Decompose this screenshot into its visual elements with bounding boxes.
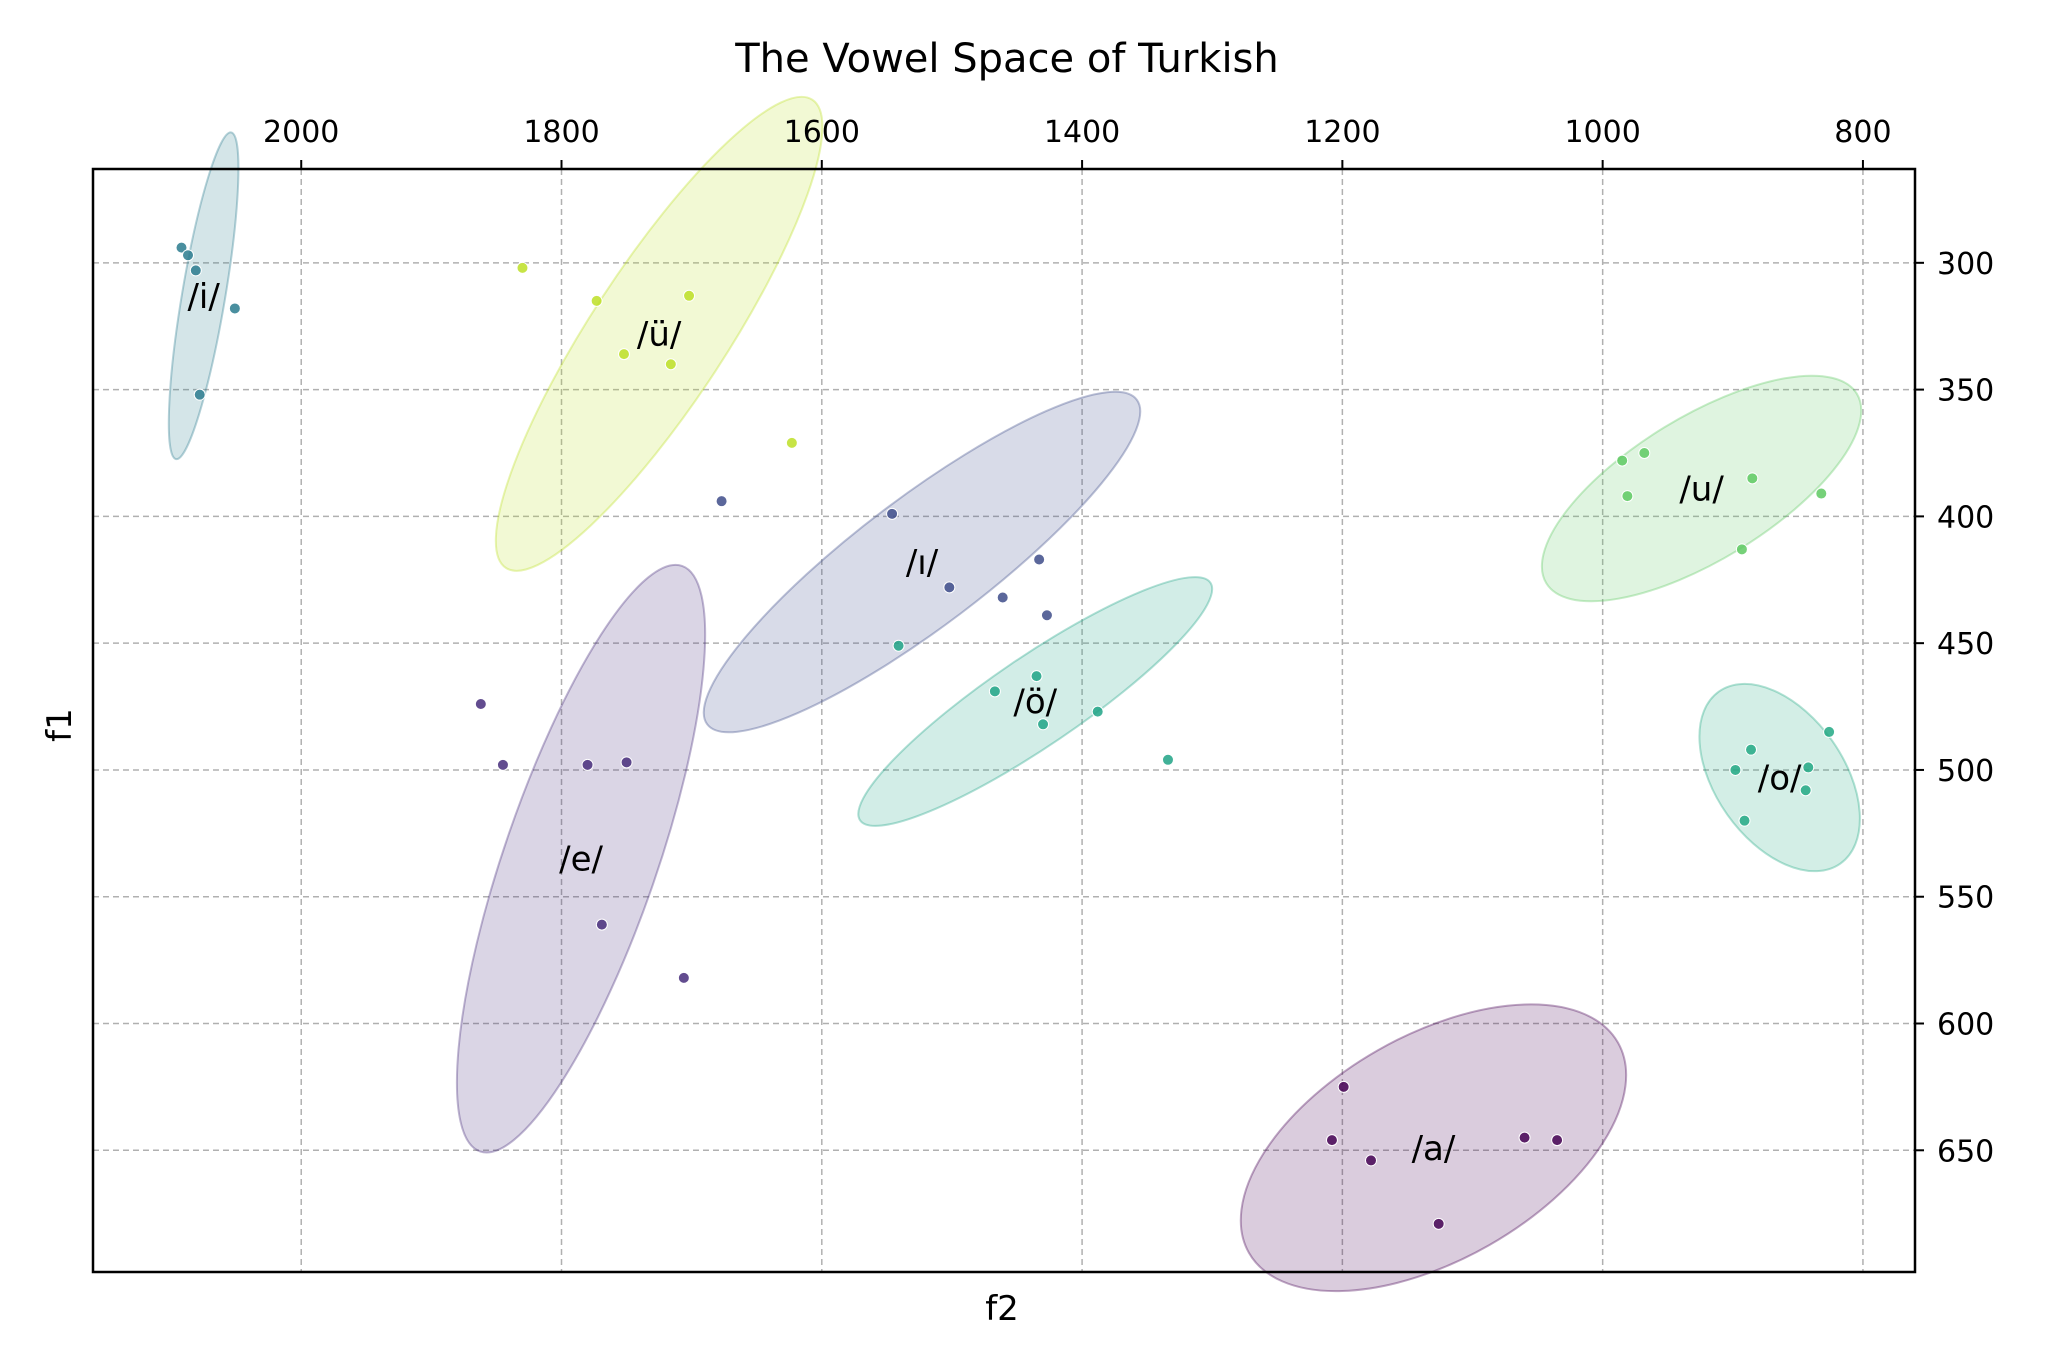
data-point <box>516 261 529 274</box>
vowel-label: /ü/ <box>637 315 682 355</box>
x-axis-label: f2 <box>985 1289 1019 1329</box>
vowel-ellipse-3 <box>857 576 1214 827</box>
x-tick-label: 1600 <box>784 115 860 150</box>
data-point <box>189 264 202 277</box>
data-point <box>988 685 1001 698</box>
vowel-ellipse-6 <box>1698 682 1861 873</box>
data-point <box>683 289 696 302</box>
data-point <box>193 388 206 401</box>
grid-lines <box>93 169 1915 1272</box>
x-tick-label: 1800 <box>523 115 599 150</box>
vowel-label: /i/ <box>187 277 220 317</box>
data-point <box>664 358 677 371</box>
y-axis-ticks: 300 350 400 450 500 550 600 650 <box>1915 247 1994 1169</box>
y-tick-label: 300 <box>1937 247 1994 282</box>
data-point <box>1040 609 1053 622</box>
vowel-ellipse-7 <box>1239 1003 1628 1293</box>
data-point <box>715 495 728 508</box>
vowel-ellipse-4 <box>455 563 707 1154</box>
vowel-label: /ö/ <box>1013 682 1057 722</box>
x-axis-ticks: 2000 1800 1600 1400 1200 1000 800 <box>263 115 1892 169</box>
data-point <box>1033 553 1046 566</box>
data-point <box>1091 705 1104 718</box>
vowel-label: /o/ <box>1758 759 1802 799</box>
y-tick-label: 400 <box>1937 500 1994 535</box>
data-point <box>1616 454 1629 467</box>
x-tick-label: 1400 <box>1044 115 1120 150</box>
data-point <box>1638 446 1651 459</box>
data-point <box>1337 1080 1350 1093</box>
chart-title: The Vowel Space of Turkish <box>734 36 1279 82</box>
y-tick-label: 350 <box>1937 374 1994 409</box>
data-point <box>996 591 1009 604</box>
vowel-ellipse-2 <box>702 390 1142 734</box>
y-tick-label: 600 <box>1937 1008 1994 1043</box>
vowel-label: /a/ <box>1412 1129 1456 1169</box>
data-points <box>175 241 1836 1230</box>
vowel-ellipses <box>167 95 1863 1293</box>
vowel-ellipse-1 <box>494 95 824 572</box>
data-point <box>1161 753 1174 766</box>
data-point <box>590 294 603 307</box>
data-point <box>595 918 608 931</box>
x-tick-label: 1000 <box>1564 115 1640 150</box>
y-tick-label: 500 <box>1937 754 1994 789</box>
data-point <box>228 302 241 315</box>
data-point <box>677 971 690 984</box>
data-point <box>1823 725 1836 738</box>
data-point <box>1365 1154 1378 1167</box>
data-point <box>1735 543 1748 556</box>
y-tick-label: 550 <box>1937 881 1994 916</box>
data-point <box>1030 670 1043 683</box>
data-point <box>620 756 633 769</box>
data-point <box>1518 1131 1531 1144</box>
data-point <box>1815 487 1828 500</box>
data-point <box>1802 761 1815 774</box>
y-tick-label: 450 <box>1937 627 1994 662</box>
x-tick-label: 800 <box>1834 115 1891 150</box>
data-point <box>1037 718 1050 731</box>
data-point <box>1432 1217 1445 1230</box>
x-tick-label: 1200 <box>1304 115 1380 150</box>
data-point <box>581 758 594 771</box>
y-axis-label: f1 <box>40 708 80 742</box>
data-point <box>474 698 487 711</box>
plot-frame <box>91 167 1917 1274</box>
x-tick-label: 2000 <box>263 115 339 150</box>
data-point <box>1738 814 1751 827</box>
data-point <box>1745 743 1758 756</box>
data-point <box>1799 784 1812 797</box>
data-point <box>1551 1134 1564 1147</box>
data-point <box>1729 763 1742 776</box>
vowel-label: /ı/ <box>906 543 939 583</box>
data-point <box>886 507 899 520</box>
vowel-ellipse-0 <box>167 131 240 461</box>
data-point <box>496 758 509 771</box>
vowel-labels: /i/ /ü/ /ı/ /ö/ /e/ /u/ /o/ /a/ <box>187 277 1802 1169</box>
data-point <box>892 639 905 652</box>
data-point <box>1621 490 1634 503</box>
y-tick-label: 650 <box>1937 1134 1994 1169</box>
data-point <box>785 436 798 449</box>
data-point <box>1325 1134 1338 1147</box>
data-point <box>617 348 630 361</box>
data-point <box>1746 472 1759 485</box>
data-point <box>182 249 195 262</box>
vowel-label: /u/ <box>1679 469 1724 509</box>
data-point <box>175 241 188 254</box>
vowel-label: /e/ <box>559 840 603 880</box>
data-point <box>943 581 956 594</box>
